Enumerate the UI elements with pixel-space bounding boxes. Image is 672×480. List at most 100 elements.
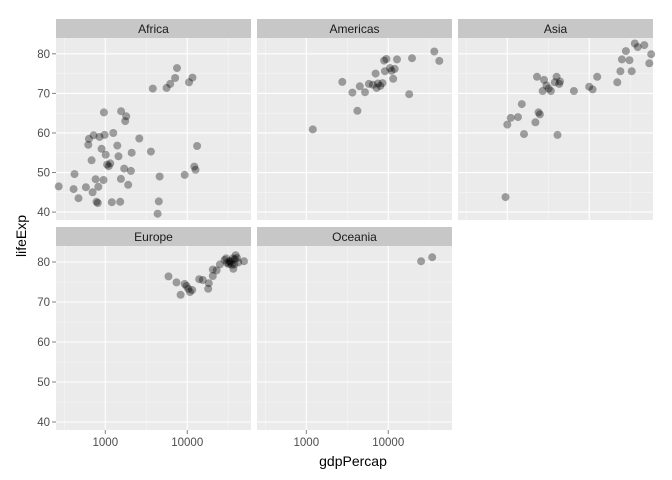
data-point-africa-29 (117, 107, 126, 116)
data-point-europe-15 (215, 260, 224, 269)
data-point-africa-14 (95, 132, 104, 141)
facet-strip-africa (56, 19, 251, 38)
data-point-africa-20 (103, 160, 112, 169)
data-point-asia-22 (588, 85, 597, 94)
data-point-asia-12 (542, 81, 551, 90)
facet-strip-label: Europe (134, 230, 173, 244)
data-point-europe-26 (230, 260, 239, 269)
data-point-asia-19 (556, 77, 564, 86)
data-point-americas-6 (364, 79, 373, 88)
data-point-africa-13 (94, 182, 103, 191)
data-point-americas-15 (382, 55, 391, 63)
data-point-europe-19 (224, 260, 233, 268)
data-point-europe-9 (198, 276, 207, 284)
data-point-africa-42 (162, 83, 171, 92)
data-point-americas-13 (380, 56, 389, 65)
data-point-asia-25 (616, 67, 625, 76)
data-point-asia-6 (531, 118, 540, 127)
facet-panel-asia (458, 38, 653, 220)
facet-panel-africa (56, 38, 251, 220)
data-point-asia-11 (540, 75, 548, 84)
data-point-africa-26 (114, 152, 123, 161)
data-point-asia-10 (538, 87, 547, 95)
data-point-europe-17 (222, 254, 231, 263)
data-point-africa-16 (99, 176, 108, 184)
data-point-africa-19 (101, 150, 110, 159)
data-point-africa-28 (116, 174, 125, 183)
data-point-asia-1 (503, 120, 512, 129)
data-point-africa-4 (81, 183, 90, 192)
data-point-africa-35 (127, 148, 136, 157)
data-point-asia-8 (534, 108, 543, 117)
data-point-europe-13 (208, 265, 217, 274)
facet-panel-oceania (257, 246, 452, 430)
data-point-asia-31 (633, 43, 642, 52)
data-point-africa-8 (88, 188, 97, 197)
data-point-africa-32 (122, 112, 131, 121)
data-point-africa-40 (154, 197, 163, 206)
data-point-americas-9 (372, 83, 381, 92)
data-point-americas-17 (387, 66, 396, 75)
data-point-americas-19 (390, 64, 399, 73)
data-point-asia-27 (621, 47, 630, 56)
data-point-africa-50 (191, 165, 200, 174)
data-point-asia-18 (555, 79, 564, 88)
data-point-africa-24 (109, 129, 118, 137)
data-point-asia-29 (627, 67, 636, 76)
data-point-europe-22 (226, 257, 235, 266)
facet-strip-americas (257, 19, 452, 38)
data-point-europe-11 (204, 279, 213, 288)
data-point-africa-48 (188, 73, 197, 82)
y-tick-label: 70 (37, 88, 50, 100)
data-point-europe-25 (229, 264, 238, 273)
data-point-africa-31 (121, 117, 130, 126)
data-point-asia-20 (569, 87, 578, 95)
data-point-asia-9 (535, 110, 544, 119)
data-point-europe-21 (226, 258, 235, 267)
data-point-africa-45 (173, 64, 181, 73)
data-point-africa-17 (99, 108, 108, 117)
data-point-africa-47 (185, 78, 193, 87)
data-point-europe-1 (172, 278, 181, 287)
data-point-asia-15 (550, 78, 559, 87)
data-point-africa-3 (74, 194, 83, 203)
data-point-africa-0 (54, 182, 63, 191)
data-point-africa-22 (106, 159, 115, 168)
data-point-africa-10 (91, 175, 100, 184)
data-point-europe-30 (234, 258, 243, 267)
data-point-africa-43 (166, 79, 175, 88)
data-point-asia-30 (630, 39, 639, 48)
data-point-africa-49 (190, 162, 199, 171)
facet-strip-oceania (257, 227, 452, 246)
data-point-europe-16 (220, 256, 229, 264)
data-point-americas-11 (376, 81, 385, 90)
data-point-europe-28 (231, 251, 240, 260)
data-point-asia-17 (553, 130, 562, 139)
y-tick-label: 60 (37, 128, 50, 140)
data-point-africa-11 (92, 197, 101, 206)
data-point-africa-7 (87, 156, 96, 165)
data-point-asia-21 (585, 82, 594, 91)
data-point-asia-14 (546, 87, 555, 95)
data-point-africa-39 (153, 209, 162, 218)
data-point-africa-36 (135, 134, 144, 143)
data-point-europe-2 (176, 290, 185, 299)
data-point-oceania-0 (417, 257, 426, 266)
facet-panel-americas (257, 38, 452, 220)
data-point-europe-7 (188, 286, 197, 294)
data-point-americas-14 (380, 67, 389, 76)
y-tick-label: 40 (37, 207, 50, 219)
data-point-asia-28 (625, 56, 634, 65)
y-tick-label: 80 (37, 257, 50, 269)
data-point-americas-23 (430, 47, 439, 56)
data-point-americas-10 (374, 79, 382, 88)
data-point-americas-2 (348, 88, 357, 97)
data-point-asia-34 (647, 50, 656, 59)
data-point-europe-0 (164, 272, 173, 281)
points-layer (54, 39, 656, 299)
data-point-africa-2 (70, 170, 79, 179)
data-point-africa-46 (180, 170, 189, 179)
data-point-africa-33 (124, 180, 133, 189)
data-point-asia-3 (514, 113, 522, 122)
data-point-asia-13 (544, 84, 553, 93)
